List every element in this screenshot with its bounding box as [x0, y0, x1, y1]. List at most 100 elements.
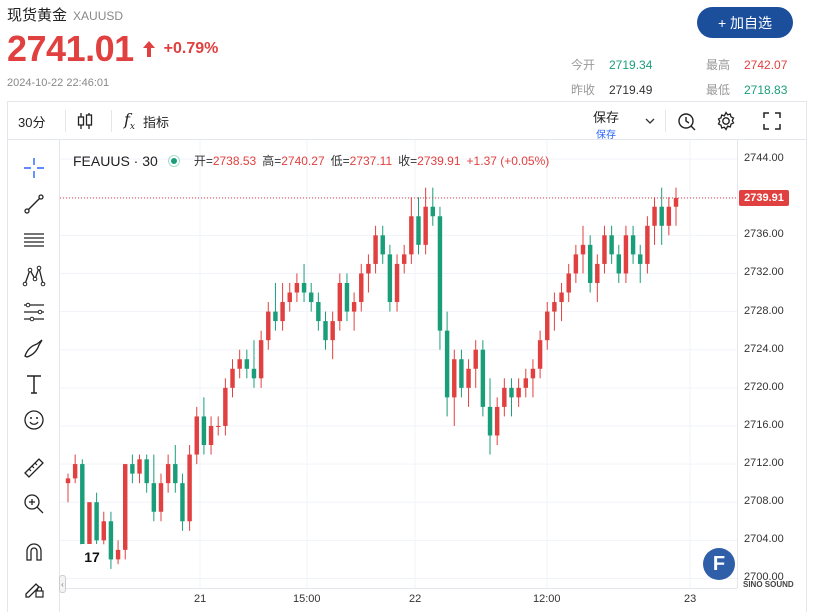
candle — [101, 511, 106, 550]
candle-body — [80, 464, 85, 550]
legend-open: 开=2738.53 — [194, 152, 256, 169]
candle — [208, 416, 214, 455]
candle — [666, 197, 672, 236]
pattern-tool[interactable] — [20, 262, 48, 290]
candle — [466, 359, 471, 407]
candle-body — [459, 359, 464, 388]
candle — [194, 406, 199, 465]
price-tick: 2708.00 — [744, 495, 784, 508]
candle — [316, 292, 321, 331]
fib-tool[interactable] — [20, 226, 48, 254]
arrow-up-icon — [142, 41, 155, 57]
save-label: 保存 — [593, 110, 620, 125]
candle-body — [251, 368, 257, 379]
candle — [130, 454, 135, 484]
legend-high: 高=2740.27 — [262, 152, 324, 169]
price-tick: 2724.00 — [744, 342, 784, 355]
candle — [301, 263, 307, 303]
candle-body — [194, 416, 199, 455]
save-button[interactable]: 保存 保存 — [593, 107, 619, 141]
candle — [409, 197, 414, 264]
candle-body — [108, 521, 114, 560]
instrument-symbol: XAUUSD — [73, 9, 124, 23]
candle-body — [173, 464, 178, 484]
tradingview-logo[interactable]: 17 — [76, 544, 108, 570]
indicators-button[interactable]: fx 指标 — [124, 102, 169, 140]
candle — [323, 311, 328, 350]
candle — [545, 302, 550, 350]
candle-body — [366, 263, 371, 274]
save-dropdown-button[interactable] — [645, 102, 655, 140]
candle — [230, 359, 235, 398]
candle-body — [559, 292, 564, 303]
legend-change: +1.37 (+0.05%) — [467, 154, 550, 168]
price-tick: 2728.00 — [744, 304, 784, 317]
candle-body — [294, 282, 300, 293]
candle-body — [230, 368, 235, 388]
candle-body — [480, 349, 486, 407]
candle — [609, 225, 614, 264]
ruler-tool[interactable] — [20, 454, 48, 482]
text-tool[interactable] — [20, 370, 48, 398]
legend-close: 收=2739.91 — [398, 152, 460, 169]
open-value: 2719.34 — [609, 57, 653, 72]
fullscreen-button[interactable] — [762, 102, 782, 140]
candles-icon — [77, 113, 93, 129]
candle — [65, 473, 71, 503]
quick-search-button[interactable] — [676, 102, 698, 140]
candle — [673, 187, 679, 226]
zoom-tool[interactable] — [20, 490, 48, 518]
candle-body — [673, 198, 679, 207]
candle-body — [537, 340, 543, 369]
candle — [158, 473, 164, 522]
candle — [373, 225, 378, 274]
add-watchlist-button[interactable]: + 加自选 — [697, 7, 793, 38]
crosshair-tool[interactable] — [20, 154, 48, 182]
candle-body — [652, 206, 657, 226]
candle — [359, 263, 364, 312]
text-icon — [27, 375, 41, 394]
interval-selector[interactable]: 30分 — [18, 114, 46, 130]
time-axis[interactable]: 21 15:00 22 12:00 23 — [60, 588, 737, 612]
candle — [423, 187, 428, 255]
candle — [273, 282, 278, 331]
candle-body — [323, 321, 328, 341]
candle — [502, 378, 507, 417]
candle — [480, 340, 486, 417]
settings-button[interactable] — [715, 102, 737, 140]
candle-body — [394, 263, 400, 303]
chart-type-button[interactable] — [76, 102, 94, 140]
candle-body — [466, 368, 471, 388]
candle-body — [623, 235, 629, 274]
candle — [652, 197, 657, 245]
zoom-in-icon — [24, 494, 44, 514]
emoji-tool[interactable] — [20, 406, 48, 434]
candle-body — [638, 254, 643, 264]
forecast-tool[interactable] — [20, 298, 48, 326]
candle-body — [130, 464, 135, 474]
scroll-left-handle[interactable]: ‹ — [59, 575, 66, 593]
toolbar-divider — [65, 110, 66, 132]
candle-body — [573, 254, 579, 274]
candle — [430, 187, 436, 226]
candle-body — [444, 330, 450, 398]
open-label: 今开 — [571, 58, 596, 72]
candle — [165, 454, 171, 493]
brush-tool[interactable] — [20, 334, 48, 362]
low-label: 最低 — [706, 83, 731, 97]
trend-line-tool[interactable] — [20, 190, 48, 218]
candle-body — [659, 206, 664, 226]
candle — [537, 330, 543, 379]
candlestick-chart[interactable] — [60, 140, 737, 588]
candle-body — [223, 387, 228, 426]
candle — [523, 368, 529, 398]
stats-col-1: 今开 2719.34 昨收 2719.49 — [571, 52, 709, 102]
candle-body — [344, 282, 350, 312]
candle — [616, 244, 621, 283]
lock-drawings-tool[interactable] — [20, 574, 48, 602]
candle-body — [602, 235, 607, 264]
magnet-tool[interactable] — [20, 538, 48, 566]
price-axis[interactable]: 2744.002740.002736.002732.002728.002724.… — [737, 140, 806, 588]
high-label: 高= — [262, 154, 282, 168]
candle-body — [123, 464, 128, 550]
